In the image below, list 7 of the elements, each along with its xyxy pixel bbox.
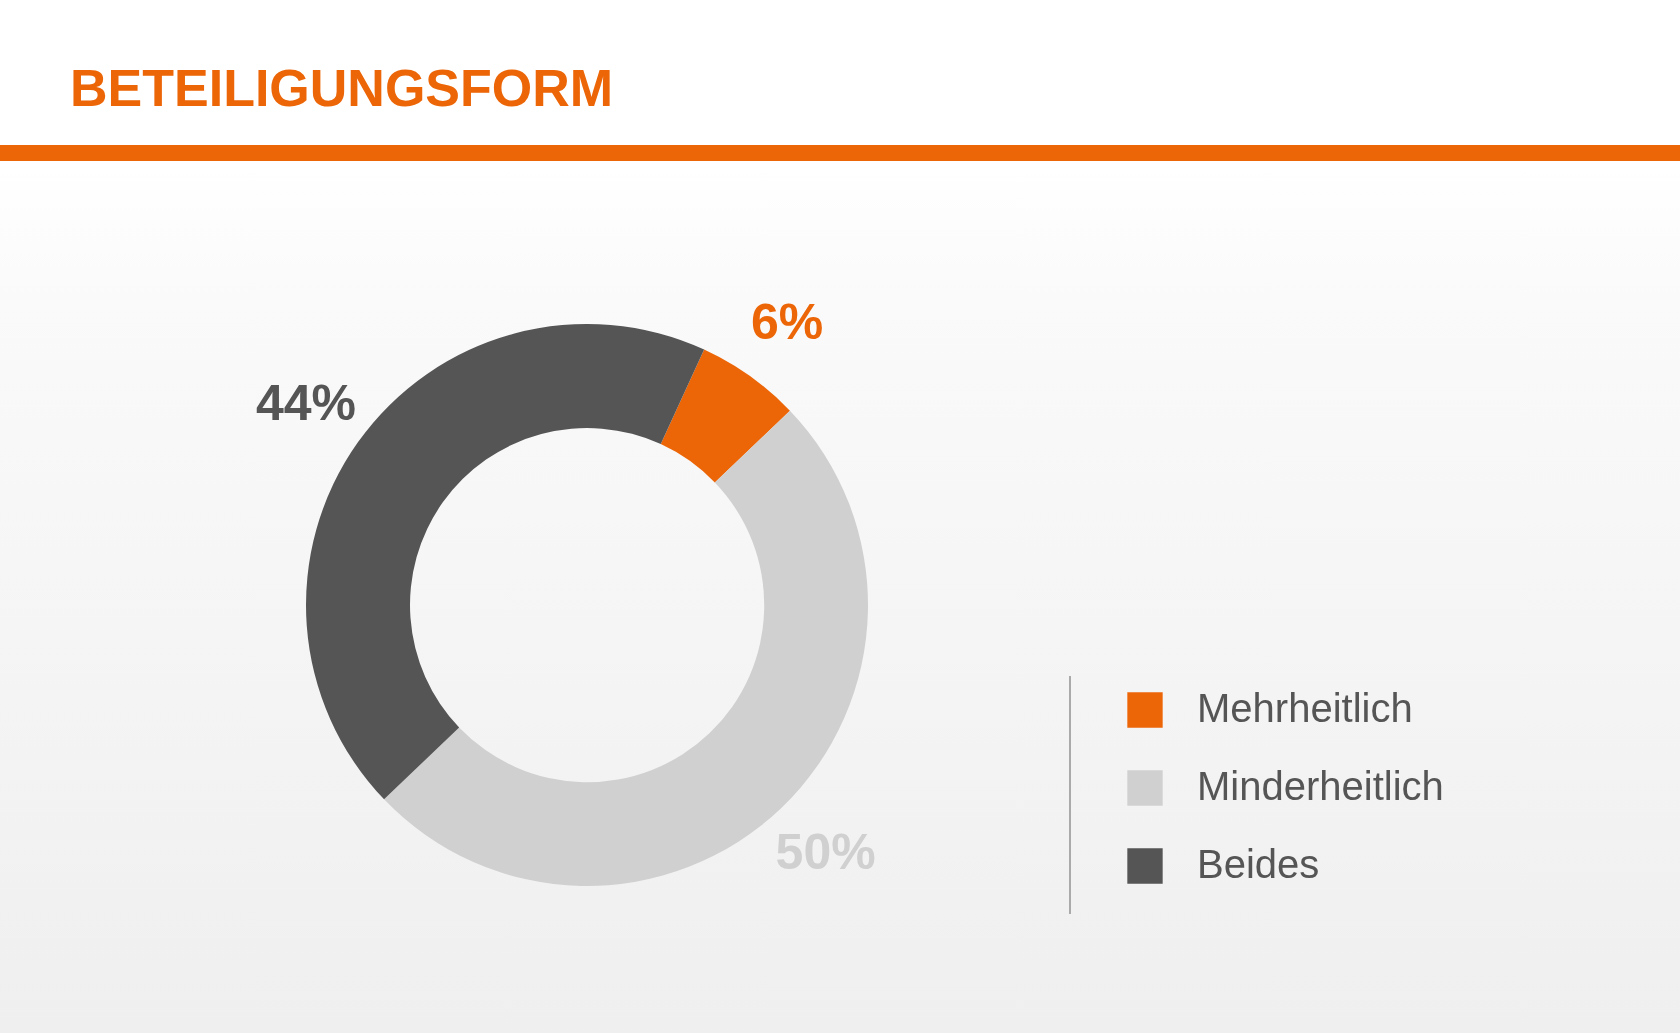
donut-slice [660, 349, 790, 483]
legend-label: Beides [1197, 842, 1320, 886]
chart-title: BETEILIGUNGSFORM [70, 58, 614, 118]
data-label: 6% [750, 293, 824, 350]
legend-label: Mehrheitlich [1197, 686, 1413, 730]
data-label: 44% [255, 374, 356, 431]
legend-label: Minderheitlich [1197, 764, 1444, 808]
